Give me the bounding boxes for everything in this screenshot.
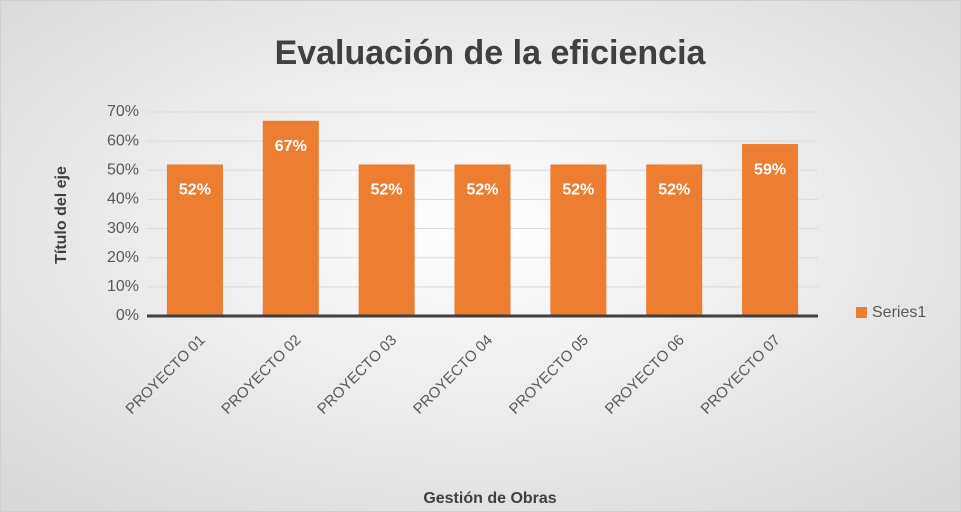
chart-title: Evaluación de la eficiencia (275, 34, 707, 72)
y-tick-label: 40% (107, 191, 139, 208)
y-tick-label: 0% (116, 307, 139, 324)
bar (358, 164, 415, 316)
data-label: 52% (179, 182, 211, 199)
bar (646, 164, 703, 316)
bar (454, 164, 511, 316)
data-label: 67% (275, 138, 307, 155)
y-tick-label: 60% (107, 132, 139, 149)
data-label: 52% (562, 182, 594, 199)
legend-label: Series1 (872, 304, 926, 321)
y-tick-label: 70% (107, 103, 139, 120)
bar (550, 164, 607, 316)
legend-swatch (856, 307, 867, 318)
data-label: 52% (658, 182, 690, 199)
y-tick-label: 20% (107, 249, 139, 266)
data-label: 52% (466, 182, 498, 199)
data-label: 59% (754, 161, 786, 178)
y-tick-label: 10% (107, 278, 139, 295)
y-tick-label: 50% (107, 162, 139, 179)
bar (166, 164, 223, 316)
bar (262, 120, 319, 316)
x-axis-title: Gestión de Obras (423, 490, 556, 507)
y-axis-title: Título del eje (53, 166, 70, 264)
y-tick-label: 30% (107, 220, 139, 237)
data-label: 52% (371, 182, 403, 199)
bar (742, 144, 799, 316)
